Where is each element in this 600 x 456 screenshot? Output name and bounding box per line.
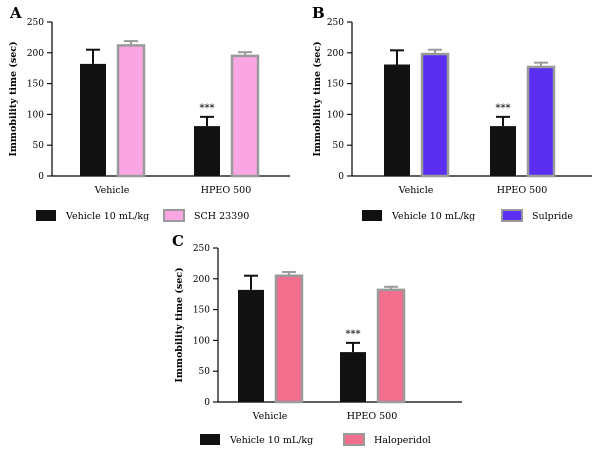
y-axis-title: Immobility time (sec) <box>8 41 19 156</box>
bar <box>274 274 304 404</box>
legend-label: SCH 23390 <box>194 211 249 222</box>
y-tick-label: 100 <box>327 110 344 120</box>
y-tick-label: 50 <box>33 141 45 151</box>
legend-swatch <box>36 210 56 221</box>
y-tick-label: 50 <box>199 367 211 377</box>
y-tick-label: 200 <box>27 49 44 59</box>
legend-swatch <box>501 209 523 222</box>
x-tick-label: HPEO 500 <box>201 185 252 196</box>
bar <box>340 352 366 402</box>
bar <box>238 289 264 402</box>
y-tick-label: 100 <box>27 110 44 120</box>
bar <box>526 65 556 178</box>
y-tick-label: 150 <box>327 80 344 90</box>
legend-label: Vehicle 10 mL/kg <box>65 211 149 222</box>
panel-letter: A <box>9 4 22 22</box>
significance-label: *** <box>496 103 511 114</box>
y-tick-label: 0 <box>204 398 210 408</box>
y-tick-label: 50 <box>333 141 345 151</box>
panel-b: B 0 50 100 150 200 250 Immobility time (sec) Veh… <box>312 4 592 222</box>
bar <box>376 288 406 404</box>
legend-label: Vehicle 10 mL/kg <box>229 435 313 446</box>
y-tick-label: 150 <box>193 306 210 316</box>
legend-swatch <box>163 209 185 222</box>
bar <box>194 126 220 176</box>
y-tick-label: 150 <box>27 80 44 90</box>
bar <box>384 64 410 176</box>
significance-label: *** <box>346 329 361 340</box>
legend-label: Haloperidol <box>374 435 431 446</box>
bar <box>80 63 106 176</box>
legend-swatch <box>200 434 220 445</box>
legend-swatch <box>362 210 382 221</box>
panel-letter: C <box>172 232 184 250</box>
x-tick-label: Vehicle <box>398 185 434 196</box>
bar <box>490 126 516 176</box>
y-axis-title: Immobility time (sec) <box>312 41 323 156</box>
panel-letter: B <box>312 4 325 22</box>
y-tick-label: 100 <box>193 336 210 346</box>
x-tick-label: Vehicle <box>94 185 130 196</box>
legend-label: Sulpride <box>532 211 573 222</box>
significance-label: *** <box>200 103 215 114</box>
x-tick-label: HPEO 500 <box>347 411 398 422</box>
y-axis-title: Immobility time (sec) <box>174 267 185 382</box>
bar <box>230 54 260 178</box>
panel-c: C 0 50 100 150 200 250 Immobility time (sec) Veh… <box>172 232 462 446</box>
y-tick-label: 200 <box>193 275 210 285</box>
y-tick-label: 250 <box>327 18 344 28</box>
y-tick-label: 250 <box>193 244 210 254</box>
x-tick-label: Vehicle <box>252 411 288 422</box>
bar <box>116 44 146 178</box>
panel-a: A 0 50 100 150 200 250 Immobility time (sec) Veh… <box>8 4 290 222</box>
y-tick-label: 200 <box>327 49 344 59</box>
legend-label: Vehicle 10 mL/kg <box>391 211 475 222</box>
legend-swatch <box>343 433 365 446</box>
bar <box>420 52 450 178</box>
y-tick-label: 0 <box>338 172 344 182</box>
y-tick-label: 250 <box>27 18 44 28</box>
y-tick-label: 0 <box>38 172 44 182</box>
x-tick-label: HPEO 500 <box>497 185 548 196</box>
